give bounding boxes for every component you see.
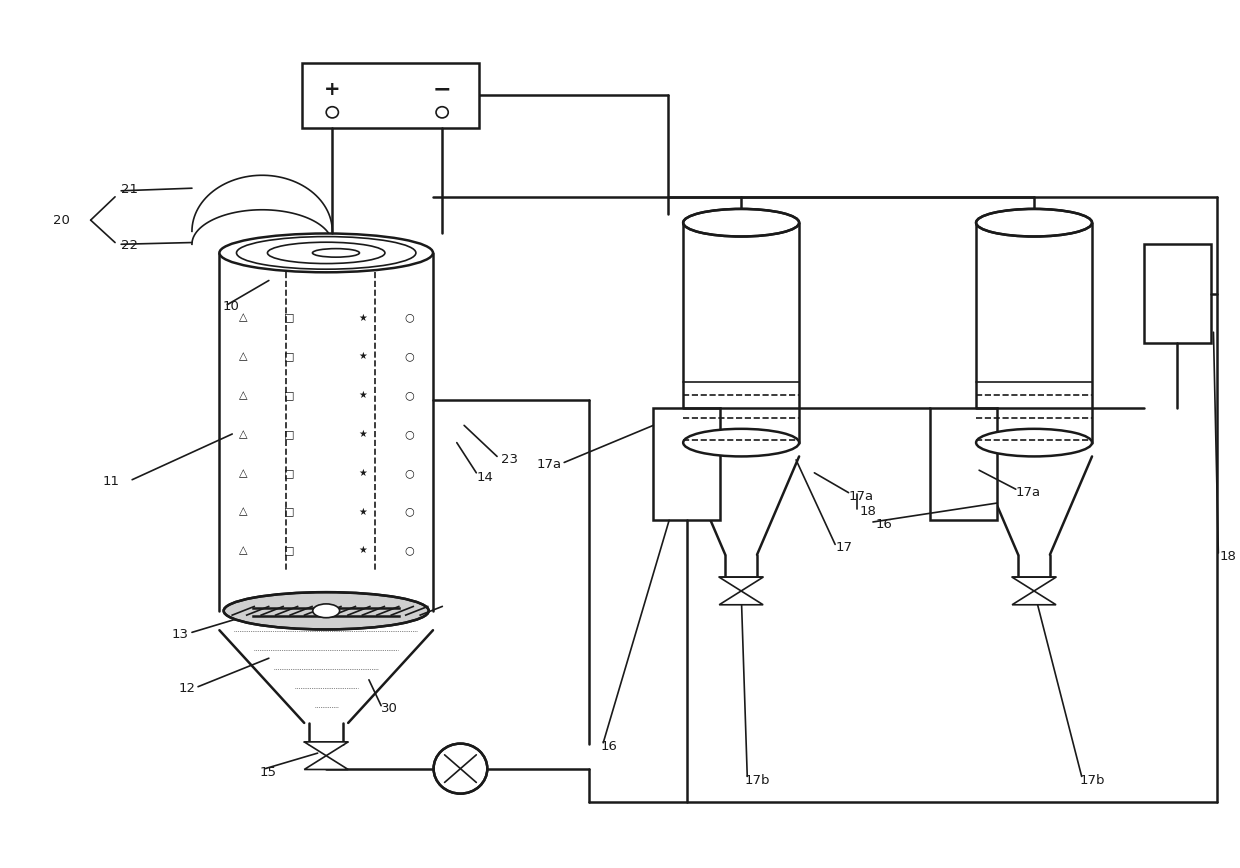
Text: 18: 18 — [1220, 550, 1236, 563]
Ellipse shape — [976, 429, 1092, 457]
Text: □: □ — [284, 391, 295, 400]
Text: △: △ — [239, 507, 248, 516]
Text: ○: ○ — [404, 468, 414, 477]
Text: □: □ — [284, 352, 295, 361]
Text: ★: ★ — [358, 468, 367, 477]
Text: 10: 10 — [222, 299, 239, 312]
Ellipse shape — [219, 233, 433, 273]
Ellipse shape — [683, 429, 799, 457]
Text: 21: 21 — [122, 183, 138, 196]
Ellipse shape — [434, 744, 487, 793]
Polygon shape — [719, 577, 763, 591]
Bar — [1145, 244, 1211, 344]
Text: 17b: 17b — [745, 774, 770, 787]
Text: +: + — [324, 80, 341, 99]
Text: 17: 17 — [835, 542, 852, 555]
Text: 17b: 17b — [1079, 774, 1105, 787]
Text: □: □ — [284, 545, 295, 556]
Text: ○: ○ — [404, 545, 414, 556]
Polygon shape — [719, 591, 763, 605]
Text: 17a: 17a — [1016, 486, 1040, 499]
Text: 23: 23 — [501, 453, 518, 466]
Text: △: △ — [239, 429, 248, 439]
Text: 11: 11 — [103, 475, 120, 488]
Text: ★: ★ — [358, 507, 367, 516]
Text: 14: 14 — [476, 470, 494, 483]
Text: 20: 20 — [53, 214, 69, 227]
Text: 15: 15 — [259, 766, 277, 779]
Text: ★: ★ — [358, 545, 367, 556]
Text: −: − — [433, 79, 451, 99]
Text: ○: ○ — [404, 352, 414, 361]
Text: 18: 18 — [859, 505, 877, 518]
Bar — [301, 63, 479, 128]
Text: ★: ★ — [358, 391, 367, 400]
Ellipse shape — [976, 209, 1092, 236]
Text: 13: 13 — [171, 628, 188, 641]
Text: 17a: 17a — [848, 490, 874, 503]
Text: △: △ — [239, 352, 248, 361]
Text: ★: ★ — [358, 429, 367, 439]
Ellipse shape — [223, 592, 429, 629]
Polygon shape — [304, 742, 348, 756]
Text: ○: ○ — [404, 312, 414, 323]
Text: △: △ — [239, 391, 248, 400]
Text: 22: 22 — [122, 240, 138, 253]
Text: □: □ — [284, 429, 295, 439]
Text: △: △ — [239, 312, 248, 323]
Bar — [930, 408, 997, 520]
Text: □: □ — [284, 312, 295, 323]
Polygon shape — [304, 756, 348, 770]
Text: △: △ — [239, 545, 248, 556]
Text: ★: ★ — [358, 352, 367, 361]
Text: 30: 30 — [381, 701, 398, 714]
Text: 16: 16 — [601, 740, 618, 753]
Text: □: □ — [284, 468, 295, 477]
Ellipse shape — [683, 209, 799, 236]
Text: △: △ — [239, 468, 248, 477]
Text: ○: ○ — [404, 391, 414, 400]
Text: ★: ★ — [358, 312, 367, 323]
Polygon shape — [1012, 591, 1056, 605]
Text: 16: 16 — [875, 518, 893, 531]
Ellipse shape — [312, 604, 340, 618]
Text: ○: ○ — [404, 429, 414, 439]
Bar — [653, 408, 720, 520]
Text: 12: 12 — [179, 682, 196, 695]
Text: ○: ○ — [404, 507, 414, 516]
Polygon shape — [1012, 577, 1056, 591]
Text: 17a: 17a — [537, 457, 562, 470]
Text: □: □ — [284, 507, 295, 516]
